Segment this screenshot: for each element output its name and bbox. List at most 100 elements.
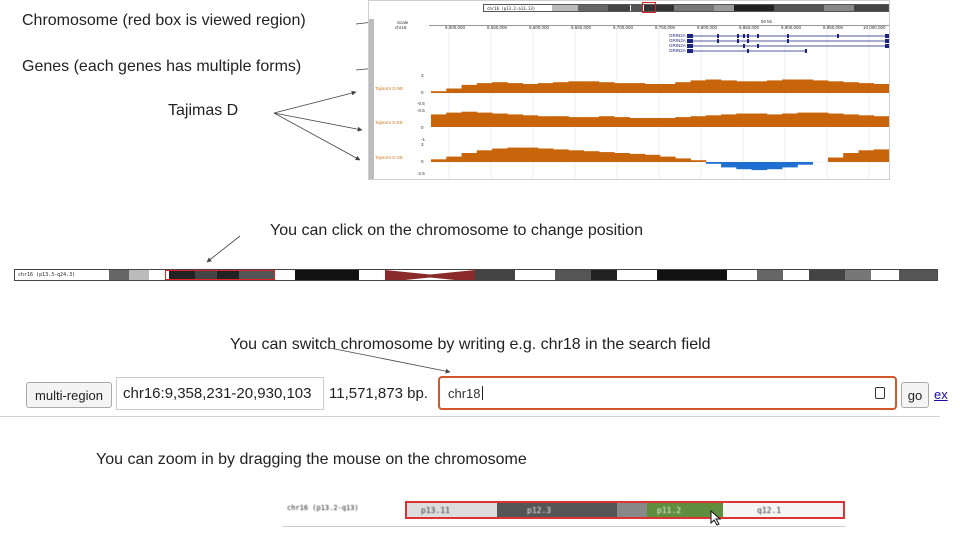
genome-browser-panel[interactable]: chr16 (p13.2-a13.13) Scale chr16: 50 kb … — [368, 0, 890, 180]
track-se-max: 3 — [421, 142, 424, 147]
tajimas-d-bar — [507, 83, 523, 93]
tajimas-d-bar — [507, 114, 523, 127]
tick-label: 9,650,000 — [571, 25, 592, 30]
tick-label: 9,500,000 — [445, 25, 466, 30]
tajimas-d-bar — [843, 153, 859, 162]
tajimas-d-bar — [843, 114, 859, 127]
tajimas-d-bar — [782, 162, 798, 168]
tajimas-d-bar — [522, 115, 539, 127]
tajimas-d-bar — [461, 111, 478, 127]
track-ne-zero: 0 — [421, 90, 424, 95]
tajimas-d-bar — [629, 118, 646, 127]
multi-region-button[interactable]: multi-region — [26, 382, 112, 408]
tajimas-d-bar — [492, 82, 508, 93]
tajimas-d-bar — [797, 162, 814, 165]
tajimas-d-bar — [873, 116, 889, 127]
ideogram-bands — [89, 270, 937, 280]
tajimas-d-bar — [492, 148, 508, 162]
tajimas-d-bar — [797, 79, 814, 93]
go-button[interactable]: go — [901, 382, 929, 408]
annotation-zoom-hint: You can zoom in by dragging the mouse on… — [96, 451, 527, 468]
tajimas-d-bar — [782, 113, 798, 127]
examples-link[interactable]: ex — [934, 387, 948, 402]
track-ee-min: -1 — [421, 137, 426, 142]
gene-label: GRIN2A — [669, 38, 686, 43]
zoom-band-label: p13.11 — [421, 506, 450, 515]
tajimas-d-bar — [568, 81, 585, 93]
tajimas-d-bar — [812, 112, 829, 127]
tajimas-d-bar — [431, 91, 447, 93]
track-label-ee: Tajima's D EE — [375, 120, 403, 125]
annotation-genes: Genes (each genes has multiple forms) — [22, 58, 302, 75]
tajimas-d-bar — [598, 116, 615, 127]
position-display[interactable]: chr16:9,358,231-20,930,103 — [116, 377, 324, 410]
tajimas-d-bar — [537, 116, 554, 127]
text-cursor — [481, 386, 483, 400]
tajimas-d-bar — [751, 113, 768, 127]
track-se-min: -2.5 — [417, 171, 425, 176]
tajimas-d-bar — [492, 113, 508, 127]
tick-label: 9,850,000 — [739, 25, 760, 30]
zoom-drag-chromosome[interactable]: chr16 (p13.2-q13) p13.11 p12.3 p11.2 q12… — [283, 484, 845, 540]
tajimas-d-bar — [660, 84, 676, 93]
position-ticks: 9,500,000 9,550,000 9,600,000 9,650,000 … — [369, 25, 889, 33]
track-label-ne: Tajima's D NE — [375, 86, 404, 91]
tajimas-d-bar — [629, 153, 646, 162]
search-input[interactable]: chr18 — [438, 376, 897, 410]
tajimas-d-bar — [858, 83, 875, 93]
tajimas-d-bar — [614, 153, 630, 162]
tick-label: 9,550,000 — [487, 25, 508, 30]
zoom-viewed-region[interactable]: p13.11 p12.3 p11.2 q12.1 — [405, 501, 845, 519]
gene-track[interactable]: GRIN2A GRIN2A GRIN2A GRIN2A — [669, 33, 889, 55]
tajimas-d-bar — [476, 150, 493, 162]
tajimas-d-bar — [614, 83, 630, 93]
tajimas-d-bar — [522, 84, 539, 93]
chr-label: chr16: — [395, 25, 408, 30]
tajimas-d-bar — [690, 116, 707, 127]
tajimas-d-bar — [827, 157, 844, 162]
track-ne-min: -0.5 — [417, 101, 425, 106]
tajimas-d-bar — [797, 112, 814, 127]
tick-label: 9,800,000 — [697, 25, 718, 30]
tajimas-d-bar — [629, 83, 646, 93]
tajimas-d-tracks[interactable] — [431, 71, 889, 179]
tick-label: 9,600,000 — [529, 25, 550, 30]
tajimas-d-bar — [583, 151, 600, 162]
tajimas-d-bar — [537, 148, 554, 162]
track-side-bar[interactable] — [369, 19, 374, 179]
annotation-chromosome: Chromosome (red box is viewed region) — [22, 12, 306, 29]
tajimas-d-bar — [476, 112, 493, 127]
tajimas-d-bar — [461, 153, 478, 162]
tajimas-d-bar — [751, 81, 768, 93]
track-ne-max: 3 — [421, 73, 424, 78]
gene-models — [687, 34, 889, 53]
tajimas-d-bar — [537, 83, 554, 93]
tajimas-d-bar — [446, 112, 462, 127]
tajimas-d-bar — [736, 162, 752, 170]
tajimas-d-bar — [675, 117, 691, 127]
chromosome-ideogram-small[interactable]: chr16 (p13.2-a13.13) — [483, 4, 889, 12]
tajimas-d-bar — [736, 113, 752, 127]
tajimas-d-bar — [705, 162, 722, 164]
mouse-cursor-icon — [710, 510, 722, 526]
tajimas-d-bar — [598, 152, 615, 162]
tajimas-d-bar — [873, 149, 889, 162]
tajimas-d-bar — [675, 82, 691, 93]
tajimas-d-bar — [690, 160, 707, 162]
tajimas-d-bar — [644, 154, 661, 162]
chromosome-ideogram-large[interactable]: chr16 (p13.3-q24.3) — [14, 269, 938, 281]
zoom-band-label: q12.1 — [757, 506, 782, 515]
tajimas-d-bar — [553, 149, 569, 162]
tajimas-d-bar — [507, 147, 523, 162]
tajimas-d-bar — [858, 150, 875, 162]
clipboard-icon[interactable] — [875, 387, 885, 399]
tajimas-d-bar — [721, 162, 737, 168]
zoom-band-label: p12.3 — [527, 506, 552, 515]
viewed-region-box — [642, 2, 656, 13]
tajimas-d-bar — [446, 156, 462, 162]
tajimas-d-bar — [766, 162, 783, 170]
gene-label: GRIN2A — [669, 43, 686, 48]
tajimas-d-bar — [522, 147, 539, 162]
scale-label: Scale — [397, 20, 409, 25]
tajimas-d-bar — [583, 117, 600, 127]
